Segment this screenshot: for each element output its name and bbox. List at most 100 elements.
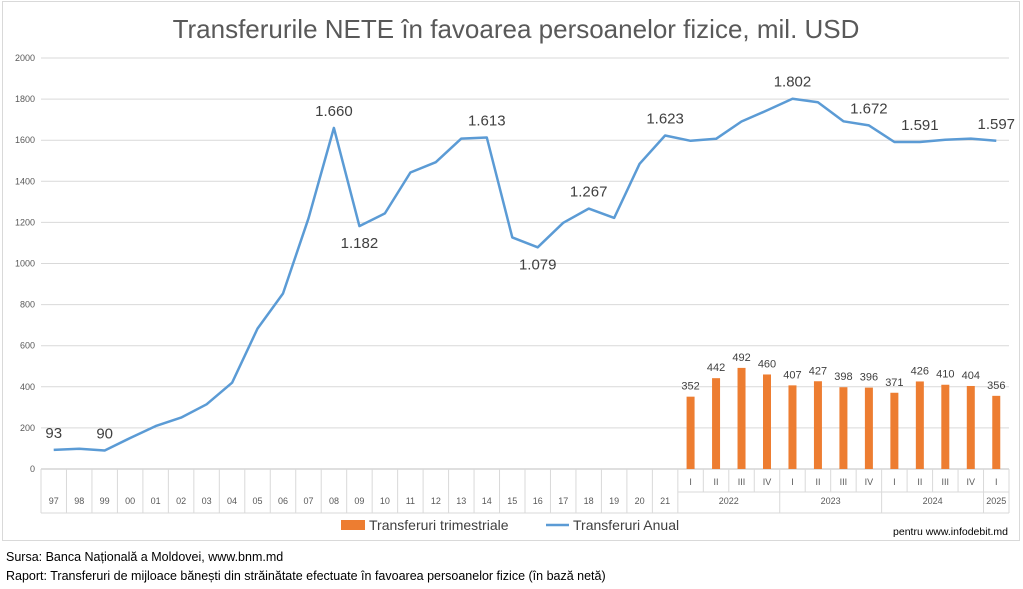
line-point-label: 1.591 xyxy=(901,117,939,134)
bar xyxy=(788,385,797,469)
line-point-label: 1.660 xyxy=(315,103,353,120)
x-tick-label: 10 xyxy=(380,496,390,506)
bar xyxy=(737,367,746,469)
x-quarter-label: II xyxy=(815,477,820,487)
watermark-text: pentru www.infodebit.md xyxy=(893,526,1008,538)
line-point-label: 1.623 xyxy=(646,110,684,127)
gridlines xyxy=(41,57,1009,429)
bar-value-label: 352 xyxy=(681,381,699,393)
bar xyxy=(915,381,924,469)
x-quarter-label: I xyxy=(995,477,998,487)
x-tick-label: 09 xyxy=(354,496,364,506)
chart-frame: 0 200 400 600 800 1000 1200 1400 1600 1800 2000 97… xyxy=(2,1,1020,541)
x-quarter-label: II xyxy=(917,477,922,487)
bar xyxy=(813,381,822,469)
bar xyxy=(712,378,721,469)
bar-value-label: 407 xyxy=(783,369,801,381)
x-tick-label: 04 xyxy=(227,496,237,506)
x-tick-label: 07 xyxy=(303,496,313,506)
bar xyxy=(839,387,848,469)
bar xyxy=(763,374,771,469)
x-year-label: 2025 xyxy=(986,496,1006,506)
x-quarter-label: II xyxy=(714,477,719,487)
line-point-label: 1.672 xyxy=(850,100,888,117)
bar-value-label: 427 xyxy=(809,365,827,377)
x-year-label: 2024 xyxy=(923,496,943,506)
x-tick-label: 17 xyxy=(558,496,568,506)
x-tick-label: 12 xyxy=(431,496,441,506)
x-tick-label: 05 xyxy=(253,496,263,506)
y-tick-label: 1600 xyxy=(15,135,35,145)
x-tick-label: 06 xyxy=(278,496,288,506)
x-tick-label: 01 xyxy=(151,496,161,506)
x-tick-label: 08 xyxy=(329,496,339,506)
x-tick-label: 03 xyxy=(202,496,212,506)
y-tick-label: 1800 xyxy=(15,94,35,104)
x-tick-label: 00 xyxy=(125,496,135,506)
report-note: Raport: Transferuri de mijloace bănești … xyxy=(6,569,606,583)
bar-value-label: 398 xyxy=(834,371,852,383)
line-point-label: 1.802 xyxy=(774,74,812,91)
x-year-label: 2022 xyxy=(719,496,739,506)
x-quarter-label: III xyxy=(840,477,848,487)
x-tick-label: 14 xyxy=(482,496,492,506)
annual-line xyxy=(53,97,997,452)
bar xyxy=(966,385,975,469)
x-quarter-label: I xyxy=(791,477,794,487)
legend-label-trimestriale: Transferuri trimestriale xyxy=(369,517,509,533)
y-tick-label: 200 xyxy=(20,423,35,433)
bar-value-label: 442 xyxy=(707,362,725,374)
line-point-label: 93 xyxy=(45,425,62,442)
line-point-label: 90 xyxy=(96,426,113,443)
bar-series xyxy=(686,367,1001,469)
x-tick-label: 19 xyxy=(609,496,619,506)
y-tick-label: 800 xyxy=(20,300,35,310)
line-point-label: 1.079 xyxy=(519,256,557,273)
x-quarter-label: IV xyxy=(763,477,772,487)
bar xyxy=(992,395,1001,469)
x-tick-label: 97 xyxy=(49,496,59,506)
line-point-label: 1.267 xyxy=(570,184,608,201)
x-quarter-label: I xyxy=(893,477,896,487)
x-tick-label: 21 xyxy=(660,496,670,506)
x-tick-label: 15 xyxy=(507,496,517,506)
x-quarter-label: IV xyxy=(865,477,874,487)
bar xyxy=(686,396,695,469)
bar xyxy=(864,387,873,469)
line-point-label: 1.597 xyxy=(977,116,1015,133)
data-labels: 352 442 492 460 407 427 398 396 371 426 410 404 356 9… xyxy=(45,74,1015,443)
chart-title: Transferurile NETE în favoarea persoanel… xyxy=(173,14,860,44)
x-quarter-label: I xyxy=(689,477,692,487)
line-series xyxy=(53,97,997,452)
x-tick-label: 98 xyxy=(74,496,84,506)
legend: Transferuri trimestriale Transferuri Anu… xyxy=(341,517,679,533)
bar-value-label: 356 xyxy=(987,380,1005,392)
bar-value-label: 410 xyxy=(936,369,954,381)
y-tick-label: 2000 xyxy=(15,53,35,63)
x-tick-label: 02 xyxy=(176,496,186,506)
source-note: Sursa: Banca Națională a Moldovei, www.b… xyxy=(6,550,284,564)
line-point-label: 1.613 xyxy=(468,113,506,130)
line-point-label: 1.182 xyxy=(341,235,379,252)
bar-value-label: 492 xyxy=(732,352,750,364)
x-tick-label: 16 xyxy=(533,496,543,506)
bar xyxy=(890,392,899,469)
y-axis: 0 200 400 600 800 1000 1200 1400 1600 1800 2000 xyxy=(15,53,35,474)
x-tick-label: 20 xyxy=(635,496,645,506)
x-tick-label: 13 xyxy=(456,496,466,506)
x-tick-label: 18 xyxy=(584,496,594,506)
bar-value-label: 396 xyxy=(860,372,878,384)
bar-value-label: 404 xyxy=(962,370,980,382)
bar-value-label: 426 xyxy=(911,365,929,377)
x-quarter-label: IV xyxy=(967,477,976,487)
y-tick-label: 600 xyxy=(20,341,35,351)
bar xyxy=(941,384,950,469)
y-tick-label: 1200 xyxy=(15,217,35,227)
y-tick-label: 1400 xyxy=(15,176,35,186)
y-tick-label: 0 xyxy=(30,464,35,474)
y-tick-label: 1000 xyxy=(15,259,35,269)
bar-value-label: 371 xyxy=(885,377,903,389)
x-tick-label: 99 xyxy=(100,496,110,506)
legend-label-anual: Transferuri Anual xyxy=(573,517,679,533)
